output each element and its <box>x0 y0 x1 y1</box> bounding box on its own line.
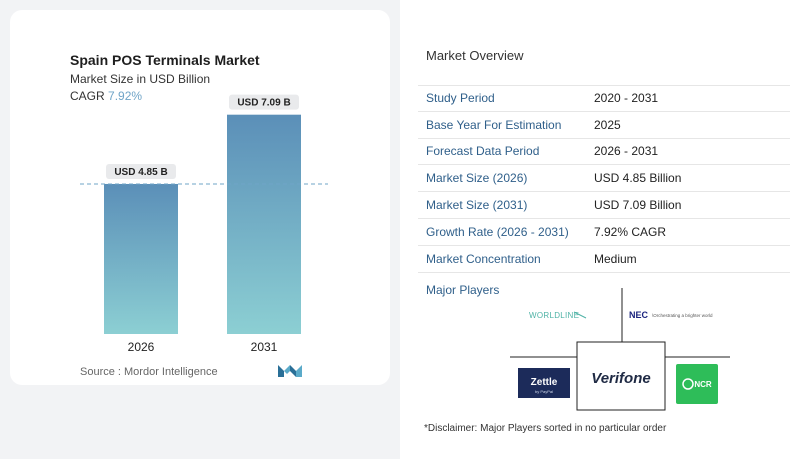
overview-row: Market Concentration Medium <box>418 246 790 273</box>
x-tick-label: 2031 <box>251 340 278 354</box>
overview-row-value: USD 7.09 Billion <box>594 198 682 213</box>
ncr-mark-icon <box>682 378 694 390</box>
nec-text: NEC <box>629 310 649 320</box>
zettle-sub: by PayPal <box>535 389 553 394</box>
nec-logo: NEC \Orchestrating a brighter world <box>629 310 713 320</box>
overview-row: Market Size (2031) USD 7.09 Billion <box>418 192 790 219</box>
x-tick-label: 2026 <box>128 340 155 354</box>
overview-row: Growth Rate (2026 - 2031) 7.92% CAGR <box>418 219 790 246</box>
overview-row-label: Base Year For Estimation <box>426 117 562 132</box>
overview-row-value: 7.92% CAGR <box>594 224 667 239</box>
chart-subtitle: Market Size in USD Billion <box>70 72 211 86</box>
verifone-text: Verifone <box>591 370 650 387</box>
data-label-bg <box>106 163 176 179</box>
verifone-logo: Verifone <box>591 370 650 387</box>
overview-table: Study Period 2020 - 2031 Base Year For Est… <box>418 85 790 273</box>
overview-row-value: 2026 - 2031 <box>594 144 659 159</box>
overview-row-label: Market Concentration <box>426 251 541 266</box>
nec-tagline: \Orchestrating a brighter world <box>652 313 713 318</box>
worldline-logo: WORLDLINE <box>529 311 587 320</box>
ncr-text: NCR <box>694 380 712 389</box>
overview-title: Market Overview <box>426 48 524 63</box>
disclaimer: *Disclaimer: Major Players sorted in no … <box>424 423 667 434</box>
overview-row-label: Study Period <box>426 91 495 106</box>
overview-row: Study Period 2020 - 2031 <box>418 85 790 112</box>
major-players-title: Major Players <box>426 283 500 297</box>
cagr-label: CAGR <box>70 89 105 103</box>
overview-row: Market Size (2026) USD 4.85 Billion <box>418 165 790 193</box>
worldline-text: WORLDLINE <box>529 311 579 320</box>
major-players-grid: WORLDLINE NEC \Orchestrating a brighter … <box>510 288 730 411</box>
source-text: Source : Mordor Intelligence <box>80 366 218 378</box>
ncr-logo: NCR <box>676 364 718 404</box>
chart-card <box>10 10 390 385</box>
chart-cagr: CAGR 7.92% <box>70 89 142 103</box>
overview-row-label: Growth Rate (2026 - 2031) <box>426 224 569 239</box>
overview-row-label: Forecast Data Period <box>426 144 540 159</box>
overview-row: Base Year For Estimation 2025 <box>418 112 790 139</box>
chart-title: Spain POS Terminals Market <box>70 52 260 68</box>
data-label: USD 7.09 B <box>237 98 290 109</box>
data-label-bg <box>229 94 299 110</box>
bar-chart: USD 4.85 B 2026 USD 7.09 B 2031 <box>80 94 328 354</box>
cagr-value: 7.92% <box>108 89 143 103</box>
bar-2031 <box>227 114 301 334</box>
overview-row-value: 2025 <box>594 117 621 132</box>
mordor-intelligence-logo-icon <box>278 365 302 377</box>
data-label: USD 4.85 B <box>114 167 167 178</box>
overview-row-value: Medium <box>594 251 637 266</box>
overview-row-value: USD 4.85 Billion <box>594 171 682 186</box>
zettle-text: Zettle <box>531 377 558 388</box>
overview-row-label: Market Size (2031) <box>426 198 528 213</box>
zettle-logo: Zettle by PayPal <box>518 368 570 398</box>
overview-row-value: 2020 - 2031 <box>594 91 659 106</box>
bar-2026 <box>104 183 178 334</box>
overview-row-label: Market Size (2026) <box>426 171 528 186</box>
overview-row: Forecast Data Period 2026 - 2031 <box>418 139 790 166</box>
